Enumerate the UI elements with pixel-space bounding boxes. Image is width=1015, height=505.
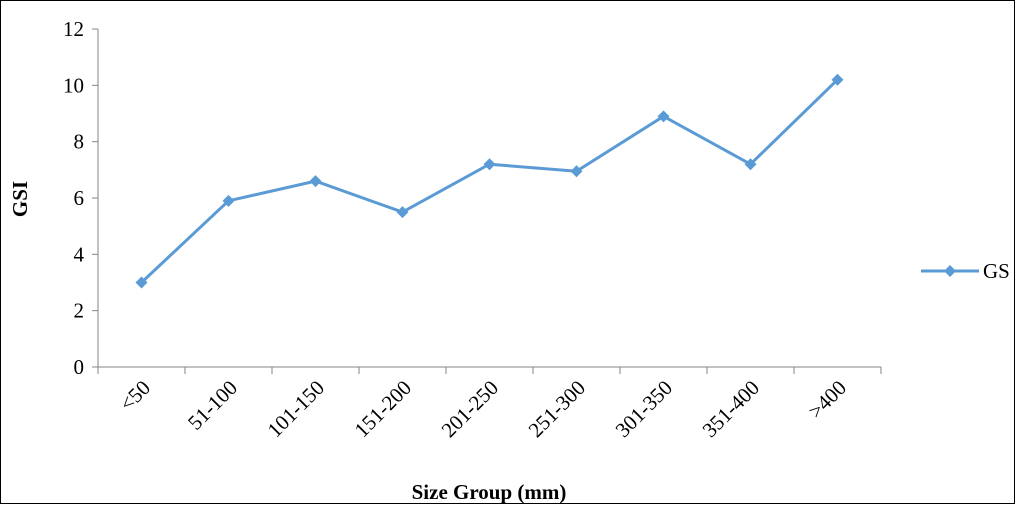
data-point: [135, 276, 148, 289]
y-tick-label: 4: [74, 242, 85, 266]
x-axis-title: Size Group (mm): [412, 480, 567, 504]
data-point: [396, 206, 409, 219]
x-tick-label: 101-150: [263, 376, 329, 442]
y-tick-label: 2: [74, 299, 85, 323]
y-tick-label: 0: [74, 355, 85, 379]
x-tick-label: <50: [115, 376, 155, 416]
data-point: [831, 73, 844, 86]
series-line: [140, 78, 839, 284]
x-axis: <50 51-100 101-150 151-200 201-250 251-300 301…: [97, 366, 882, 442]
x-tick-label: 351-400: [698, 376, 764, 442]
y-axis: 0 2 4 6 8 10 12: [63, 17, 99, 379]
legend-label: GS: [983, 259, 1010, 283]
y-tick-label: 8: [74, 130, 85, 154]
x-tick-label: 301-350: [611, 376, 677, 442]
y-tick-label: 10: [63, 73, 84, 97]
x-tick-label: >400: [803, 376, 851, 424]
x-tick-label: 201-250: [437, 376, 503, 442]
x-tick-label: 151-200: [350, 376, 416, 442]
y-tick-label: 12: [63, 17, 84, 41]
data-point: [222, 194, 235, 207]
x-tick-label: 251-300: [524, 376, 590, 442]
data-point: [657, 110, 670, 123]
legend: GS: [921, 259, 1010, 283]
data-point: [570, 165, 583, 178]
x-tick-label: 51-100: [183, 376, 242, 435]
series-gs: [135, 73, 844, 289]
data-point: [309, 175, 322, 188]
data-point: [744, 158, 757, 171]
y-tick-label: 6: [74, 186, 85, 210]
data-point: [483, 158, 496, 171]
legend-marker: [944, 265, 956, 277]
y-axis-title: GSI: [8, 181, 32, 217]
